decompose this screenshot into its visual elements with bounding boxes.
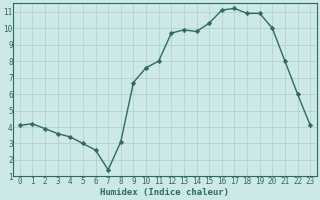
X-axis label: Humidex (Indice chaleur): Humidex (Indice chaleur) bbox=[100, 188, 229, 197]
